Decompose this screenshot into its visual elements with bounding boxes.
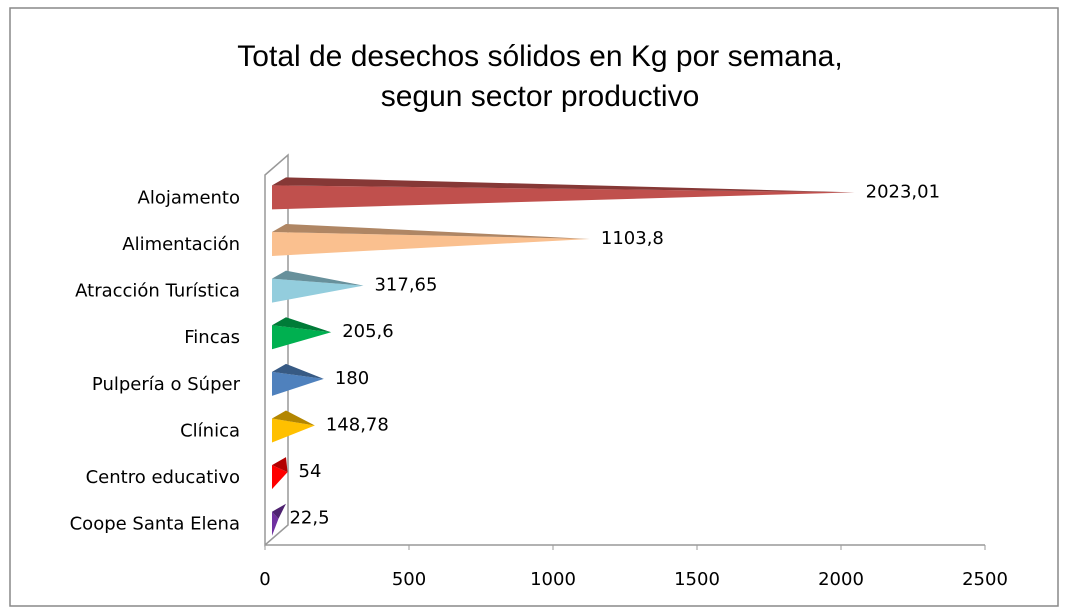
bar-face — [272, 177, 855, 193]
chart-title: Total de desechos sólidos en Kg por sema… — [237, 40, 842, 73]
bar-face — [272, 185, 855, 210]
y-tick-label: Coope Santa Elena — [70, 514, 240, 535]
back-wall — [264, 153, 289, 547]
bar — [272, 317, 332, 350]
bar — [272, 503, 286, 536]
x-tick-label: 500 — [392, 569, 426, 590]
bar — [272, 270, 364, 303]
data-label: 317,65 — [374, 275, 437, 296]
bar-face — [272, 363, 324, 379]
bar-face — [272, 325, 332, 350]
bar-face — [272, 410, 315, 426]
data-label: 1103,8 — [601, 228, 664, 249]
data-label: 180 — [335, 368, 369, 389]
bar — [272, 223, 590, 256]
data-label: 205,6 — [342, 321, 394, 342]
bar-face — [272, 465, 288, 490]
bar — [272, 177, 855, 210]
bar-face — [272, 418, 315, 443]
y-tick-label: Alojamento — [138, 187, 240, 208]
y-tick-label: Pulpería o Súper — [92, 374, 241, 395]
bar-face — [272, 511, 279, 536]
x-tick-label: 0 — [259, 569, 270, 590]
bar-face — [272, 270, 364, 286]
bar-face — [272, 223, 590, 239]
x-tick-label: 2000 — [818, 569, 864, 590]
bar — [272, 363, 324, 396]
data-label: 54 — [299, 461, 322, 482]
bar — [272, 457, 288, 490]
x-tick-label: 1000 — [530, 569, 576, 590]
bar-face — [272, 317, 332, 333]
bar-face — [272, 503, 286, 519]
x-tick-label: 2500 — [962, 569, 1008, 590]
y-tick-label: Centro educativo — [86, 467, 240, 488]
y-tick-label: Alimentación — [122, 234, 240, 255]
chart-border — [9, 7, 1059, 607]
x-tick-label: 1500 — [674, 569, 720, 590]
bar-face — [272, 231, 590, 256]
bar — [272, 410, 315, 443]
y-tick-label: Atracción Turística — [75, 281, 240, 302]
chart-title: segun sector productivo — [381, 80, 700, 113]
data-label: 148,78 — [326, 414, 389, 435]
bar-face — [272, 278, 364, 303]
data-label: 22,5 — [289, 508, 329, 529]
y-tick-label: Fincas — [184, 327, 240, 348]
bar-face — [272, 457, 288, 473]
data-label: 2023,01 — [866, 181, 940, 202]
bar-face — [272, 371, 324, 396]
y-tick-label: Clínica — [180, 420, 240, 441]
